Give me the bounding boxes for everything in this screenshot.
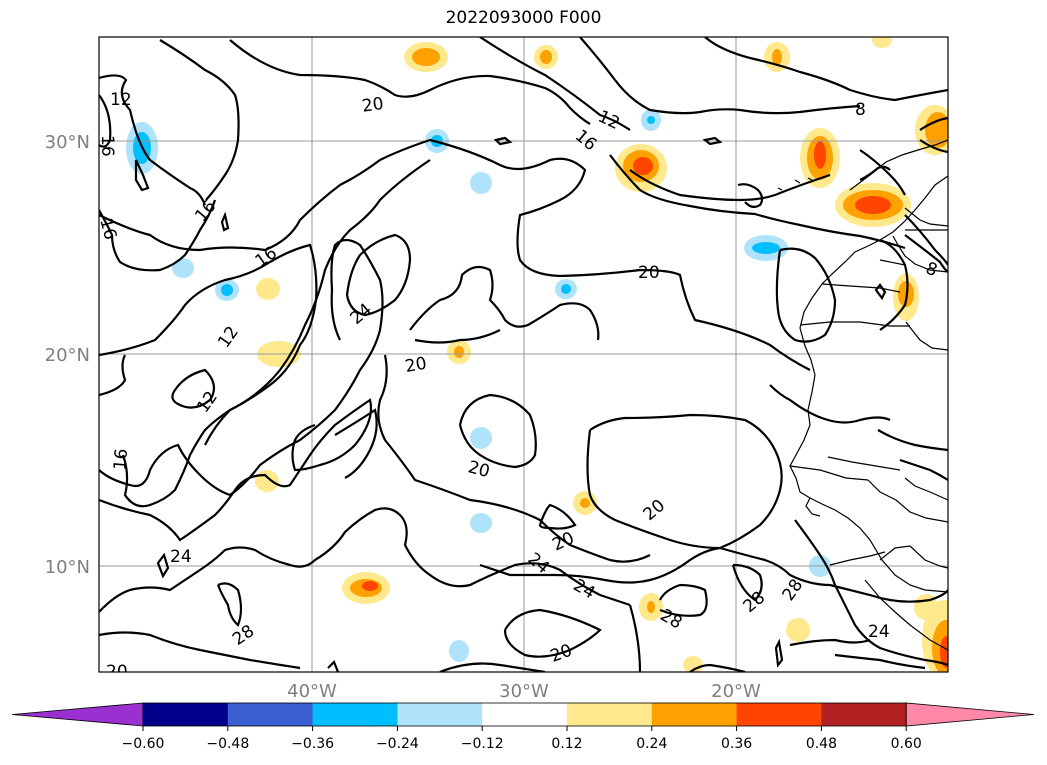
colorbar-tick-label: 0.24	[636, 736, 667, 752]
map-title: 2022093000 F000	[445, 8, 602, 28]
colorbar-tick-label: −0.60	[122, 736, 165, 752]
colorbar-segment	[227, 703, 314, 726]
colorbar-tick-label: −0.36	[291, 736, 334, 752]
colorbar-extend-high	[905, 702, 1035, 727]
lat-label: 10°N	[45, 557, 90, 578]
colorbar-tick-label: −0.24	[376, 736, 419, 752]
lon-label: 40°W	[287, 681, 337, 702]
lat-label: 30°N	[45, 132, 90, 153]
colorbar-segment	[567, 703, 653, 726]
contour-label: 20	[403, 354, 428, 377]
contour-label: 20	[106, 662, 128, 682]
colorbar-tick-label: −0.48	[206, 736, 249, 752]
colorbar-tick-label: 0.60	[891, 736, 922, 752]
lon-label: 30°W	[499, 681, 549, 702]
colorbar-segment	[821, 703, 907, 726]
colorbar-tick-label: 0.48	[806, 736, 837, 752]
colorbar-segment	[397, 703, 483, 726]
lat-label: 20°N	[45, 345, 90, 366]
contour-label: 24	[170, 547, 192, 567]
contour-lines	[99, 37, 948, 672]
colorbar-segment	[312, 703, 398, 726]
contour-label: 20	[361, 94, 385, 117]
contour-label: 24	[868, 622, 890, 642]
colorbar-segment	[651, 703, 738, 726]
contour-label: 8	[855, 100, 866, 120]
map-area: 12 16 20 16 16 12 12 16 24 20 20 16 12 8…	[95, 37, 948, 682]
colorbar-extend-low	[11, 702, 144, 727]
lon-label: 20°W	[711, 681, 761, 702]
contour-label: 16	[97, 135, 117, 157]
graticule	[99, 37, 948, 672]
colorbar-frame	[142, 702, 907, 727]
contour-label: 16	[95, 216, 120, 242]
colorbar-tick-label: 0.36	[721, 736, 752, 752]
colorbar-segment	[143, 703, 229, 726]
colorbar: −0.60 −0.48 −0.36 −0.24 −0.12 0.12 0.24 0.36 0.4…	[11, 702, 1035, 752]
colorbar-segment	[482, 703, 568, 726]
contour-label: 16	[110, 448, 132, 471]
contour-label: 12	[110, 90, 132, 110]
map-frame	[98, 36, 949, 673]
colorbar-tick-label: −0.12	[461, 736, 504, 752]
colorbar-segment	[736, 703, 822, 726]
contour-label: 20	[638, 263, 660, 283]
colorbar-tick-label: 0.12	[551, 736, 582, 752]
